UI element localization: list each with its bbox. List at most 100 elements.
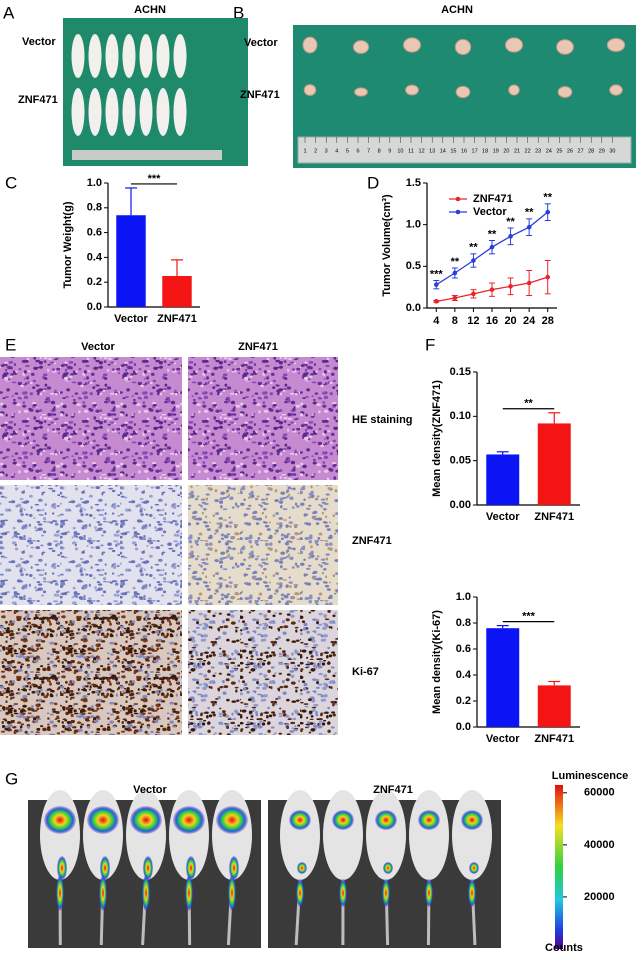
- x-tick-label: 4: [433, 315, 440, 327]
- x-tick-label: 16: [486, 315, 498, 327]
- signal: [87, 806, 119, 834]
- y-tick-label: 0.6: [456, 643, 471, 655]
- signal: [468, 879, 476, 907]
- signal: [289, 810, 311, 830]
- x-tick-label: 24: [523, 315, 536, 327]
- x-tick-label: Vector: [114, 313, 148, 325]
- panel-title: ACHN: [134, 4, 166, 16]
- tumor: [609, 84, 623, 96]
- signal: [229, 856, 239, 880]
- ruler-label: 9: [388, 148, 391, 154]
- error-bar: [125, 187, 137, 216]
- error-bar: [548, 680, 561, 686]
- signal: [375, 810, 397, 830]
- row-label: Ki-67: [352, 666, 379, 678]
- tumor: [405, 84, 419, 96]
- point: [508, 234, 513, 239]
- signal: [142, 875, 150, 911]
- y-tick-label: 0.2: [456, 695, 471, 707]
- legend-label: Vector: [473, 206, 507, 218]
- bar: [486, 628, 520, 727]
- signal: [382, 879, 390, 907]
- point: [545, 209, 551, 215]
- histology-image: [188, 357, 338, 480]
- signal: [143, 856, 153, 880]
- y-tick-label: 0.0: [406, 302, 421, 314]
- signal: [425, 879, 433, 907]
- mouse: [122, 88, 136, 136]
- signal: [296, 879, 304, 907]
- x-tick-label: 12: [467, 315, 479, 327]
- panel-letter: A: [3, 3, 15, 22]
- mouse-body: [280, 790, 320, 880]
- point: [526, 224, 532, 230]
- y-axis-label: Mean density(Ki-67): [431, 610, 443, 714]
- ruler-label: 12: [419, 148, 425, 154]
- ruler-label: 7: [367, 148, 370, 154]
- row-label: ZNF471: [352, 535, 392, 547]
- x-tick-label: ZNF471: [534, 733, 574, 745]
- ruler: [297, 136, 632, 164]
- x-tick-label: 20: [504, 315, 516, 327]
- tumor: [352, 40, 370, 54]
- mouse: [88, 88, 102, 136]
- mouse: [105, 88, 119, 136]
- annotation: **: [506, 216, 515, 228]
- ruler-label: 17: [472, 148, 478, 154]
- ruler-label: 21: [514, 148, 520, 154]
- histology-image: [0, 357, 182, 480]
- colorbar: [555, 785, 563, 949]
- signal: [56, 875, 64, 911]
- error-bar: [496, 451, 509, 455]
- significance-label: **: [524, 398, 533, 410]
- ruler-label: 1: [303, 148, 306, 154]
- y-tick-label: 0.0: [456, 721, 471, 733]
- signal: [130, 806, 162, 834]
- signal: [216, 806, 248, 834]
- column-label: ZNF471: [373, 784, 413, 796]
- y-tick-label: 0.10: [450, 410, 471, 422]
- error-bar: [171, 259, 183, 276]
- signal: [99, 875, 107, 911]
- x-tick-label: 8: [452, 315, 458, 327]
- panel-letter: C: [5, 173, 17, 192]
- bar: [116, 215, 146, 307]
- ruler-label: 27: [578, 148, 584, 154]
- mouse: [156, 88, 170, 136]
- ruler-label: 26: [567, 148, 573, 154]
- signal: [469, 862, 479, 874]
- tumor: [504, 37, 524, 53]
- histology-image: [0, 610, 182, 735]
- y-axis-label: Tumor Volume(cm³): [381, 194, 393, 297]
- legend-label: ZNF471: [473, 193, 513, 205]
- ruler-label: 25: [556, 148, 562, 154]
- y-tick-label: 1.0: [406, 219, 421, 231]
- y-tick-label: 0.2: [87, 276, 102, 288]
- signal: [461, 810, 483, 830]
- colorbar-tick-label: 60000: [584, 787, 615, 799]
- point: [433, 282, 439, 287]
- histology-image: [0, 485, 182, 605]
- annotation: **: [525, 207, 534, 219]
- signal: [228, 875, 236, 911]
- panel-letter: F: [425, 335, 435, 354]
- mouse: [71, 88, 85, 136]
- mouse: [122, 34, 136, 78]
- signal: [44, 806, 76, 834]
- signal: [418, 810, 440, 830]
- mouse-body: [452, 790, 492, 880]
- ruler-label: 30: [609, 148, 615, 154]
- ruler-label: 13: [429, 148, 435, 154]
- panel-title: ACHN: [441, 4, 473, 16]
- row-label: ZNF471: [240, 89, 280, 101]
- point: [526, 280, 532, 286]
- ruler-label: 23: [535, 148, 541, 154]
- colorbar-unit: Counts: [545, 942, 583, 954]
- ruler-label: 2: [314, 148, 317, 154]
- panel-letter: D: [367, 173, 379, 192]
- x-tick-label: 28: [542, 315, 554, 327]
- panel-letter: G: [5, 769, 18, 788]
- signal: [100, 856, 110, 880]
- bar: [486, 454, 520, 505]
- annotation: **: [543, 192, 552, 204]
